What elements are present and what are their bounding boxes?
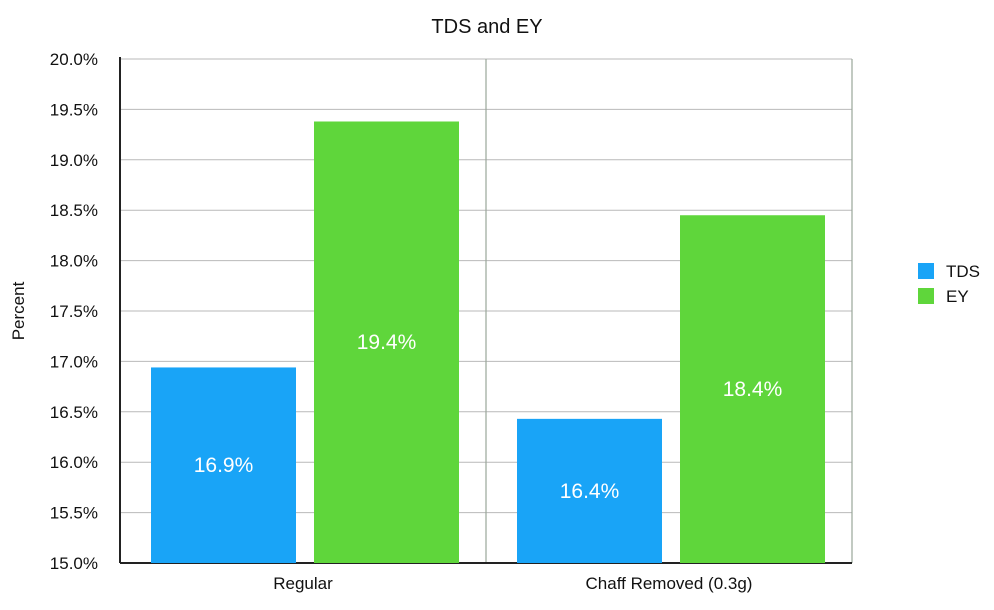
y-tick-label: 17.0% — [50, 352, 98, 371]
y-tick-label: 16.0% — [50, 453, 98, 472]
legend: TDS EY — [918, 262, 980, 306]
y-tick-labels: 15.0% 15.5% 16.0% 16.5% 17.0% 17.5% 18.0% 18.5%… — [50, 50, 98, 573]
y-tick-label: 18.0% — [50, 252, 98, 271]
legend-swatch-tds — [918, 263, 934, 279]
chart-title: TDS and EY — [431, 16, 542, 38]
y-tick-label: 16.5% — [50, 403, 98, 422]
y-tick-label: 20.0% — [50, 50, 98, 69]
bar-ey — [680, 215, 825, 564]
bar-tds — [517, 418, 662, 563]
y-tick-label: 19.5% — [50, 100, 98, 119]
bar-data-label: 18.4% — [723, 378, 783, 401]
x-category-labels: Regular Chaff Removed (0.3g) — [273, 574, 752, 593]
y-tick-label: 19.0% — [50, 151, 98, 170]
legend-swatch-ey — [918, 288, 934, 304]
x-category-label: Chaff Removed (0.3g) — [586, 574, 753, 593]
y-axis-title: Percent — [9, 281, 28, 340]
y-tick-label: 15.5% — [50, 504, 98, 523]
y-tick-label: 17.5% — [50, 302, 98, 321]
bar-data-label: 16.9% — [194, 454, 254, 477]
bar-ey — [314, 121, 459, 563]
y-tick-label: 15.0% — [50, 554, 98, 573]
bar-data-label: 19.4% — [357, 331, 417, 354]
x-category-label: Regular — [273, 574, 333, 593]
y-tick-label: 18.5% — [50, 201, 98, 220]
bar-data-label: 16.4% — [560, 480, 620, 503]
bar-tds — [151, 367, 296, 563]
legend-label: EY — [946, 287, 969, 306]
legend-label: TDS — [946, 262, 980, 281]
bars: 16.9% 16.4% 19.4% 18.4% — [151, 121, 825, 564]
